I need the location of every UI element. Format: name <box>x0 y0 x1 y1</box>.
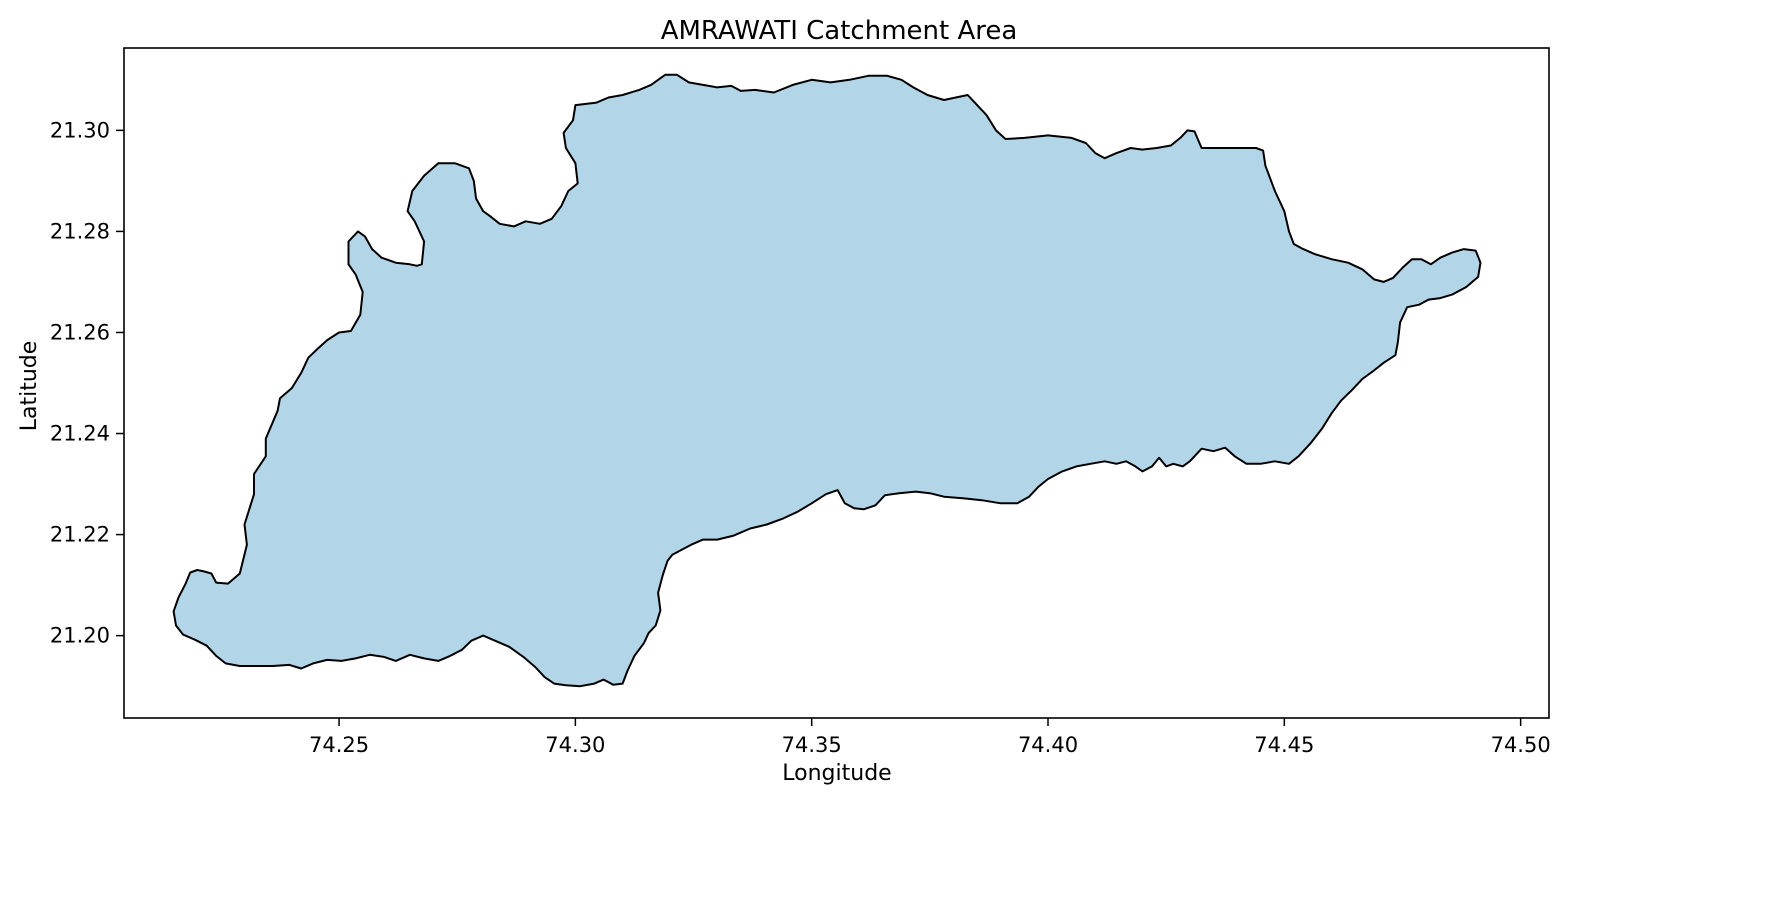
x-tick-label: 74.25 <box>309 733 369 757</box>
y-tick-label: 21.26 <box>50 320 110 344</box>
x-tick-label: 74.50 <box>1491 733 1551 757</box>
x-axis-label: Longitude <box>782 761 891 786</box>
chart-title: AMRAWATI Catchment Area <box>661 16 1018 46</box>
x-axis-ticks: 74.25 74.30 74.35 74.40 74.45 74.50 <box>309 718 1551 757</box>
x-tick-label: 74.30 <box>545 733 605 757</box>
plot-frame <box>123 47 1550 719</box>
y-tick-label: 21.20 <box>50 624 110 648</box>
y-axis-ticks: 21.20 21.22 21.24 21.26 21.28 21.30 <box>50 118 124 648</box>
plot-area <box>172 73 1482 688</box>
y-tick-label: 21.24 <box>50 422 110 446</box>
x-tick-label: 74.45 <box>1254 733 1314 757</box>
y-tick-label: 21.30 <box>50 118 110 142</box>
x-tick-label: 74.35 <box>782 733 842 757</box>
catchment-area-polygon <box>172 73 1482 688</box>
x-tick-label: 74.40 <box>1018 733 1078 757</box>
y-axis-label: Latitude <box>17 341 42 432</box>
y-tick-label: 21.22 <box>50 523 110 547</box>
y-tick-label: 21.28 <box>50 219 110 243</box>
